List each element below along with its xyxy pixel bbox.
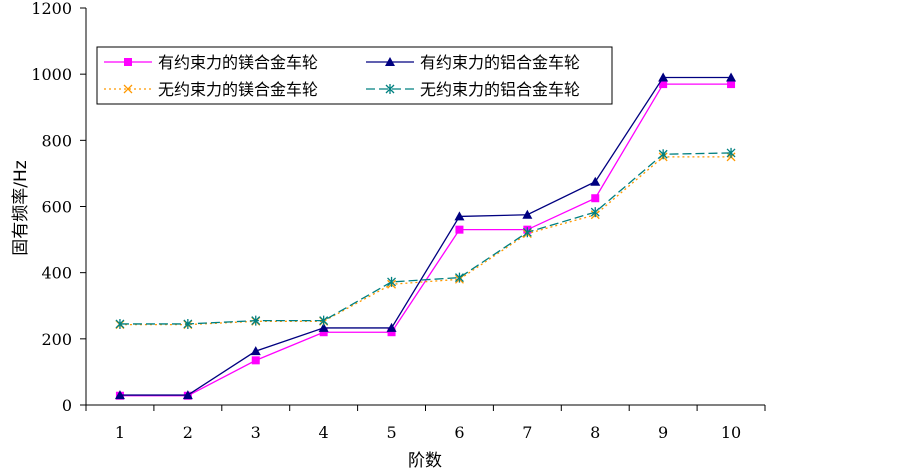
- data-point: [658, 149, 668, 160]
- y-axis-title: 固有频率/Hz: [11, 160, 31, 256]
- series-line: [119, 152, 732, 325]
- legend-label: 有约束力的镁合金车轮: [158, 53, 318, 72]
- series-2: [114, 72, 737, 400]
- legend-label: 无约束力的铝合金车轮: [420, 80, 580, 99]
- data-point: [182, 390, 193, 400]
- series-line: [119, 76, 732, 396]
- data-point: [455, 225, 464, 234]
- data-point: [591, 194, 600, 203]
- data-point: [726, 147, 736, 158]
- x-tick-label: 3: [251, 423, 261, 442]
- x-tick-label: 6: [454, 423, 464, 442]
- data-point: [590, 207, 600, 218]
- data-point: [522, 209, 533, 219]
- data-point: [726, 72, 737, 82]
- legend-label: 有约束力的铝合金车轮: [420, 53, 580, 72]
- x-ticks: 1 2 3 4 5 6 7 8 9 10: [85, 405, 766, 442]
- x-tick-label: 7: [522, 423, 532, 442]
- data-point: [454, 211, 465, 221]
- series-layer: [114, 72, 737, 400]
- data-point: [659, 80, 668, 89]
- data-point: [522, 227, 532, 238]
- y-ticks: 0 200 400 600 800 1000 1200: [31, 0, 86, 415]
- legend-entry: 有约束力的镁合金车轮: [104, 53, 318, 72]
- data-point: [251, 315, 261, 326]
- data-point: [454, 272, 464, 283]
- series-1: [115, 80, 736, 400]
- y-tick-label: 200: [41, 330, 72, 349]
- data-point: [251, 356, 260, 365]
- x-tick-label: 8: [590, 423, 600, 442]
- legend-entry: 有约束力的铝合金车轮: [366, 53, 580, 72]
- x-tick-label: 10: [721, 423, 741, 442]
- data-point: [114, 390, 125, 400]
- legend-box: [96, 46, 613, 105]
- x-tick-label: 2: [183, 423, 193, 442]
- data-point: [319, 315, 329, 326]
- y-tick-label: 1200: [31, 0, 72, 18]
- data-point: [115, 318, 125, 329]
- series-line: [119, 156, 732, 326]
- x-tick-label: 9: [658, 423, 668, 442]
- x-axis-title: 阶数: [408, 451, 442, 471]
- series-3: [115, 152, 736, 330]
- data-point: [318, 322, 329, 332]
- legend-entry: 无约束力的铝合金车轮: [366, 80, 580, 99]
- legend-marker: [124, 58, 132, 66]
- data-point: [658, 72, 669, 82]
- data-point: [727, 80, 736, 89]
- x-tick-label: 4: [319, 423, 329, 442]
- data-point: [386, 322, 397, 332]
- legend-marker: [385, 57, 395, 66]
- legend-label: 无约束力的镁合金车轮: [158, 80, 318, 99]
- y-tick-label: 1000: [31, 65, 72, 84]
- legend-entry: 无约束力的镁合金车轮: [104, 80, 318, 99]
- series-4: [115, 147, 736, 329]
- y-tick-label: 400: [41, 264, 72, 283]
- y-tick-label: 0: [62, 396, 72, 415]
- legend-marker: [385, 84, 395, 94]
- data-point: [387, 328, 396, 337]
- data-point: [250, 346, 261, 356]
- series-line: [119, 83, 732, 397]
- data-point: [319, 328, 328, 337]
- data-point: [590, 176, 601, 186]
- x-tick-label: 5: [386, 423, 396, 442]
- legend-marker: [123, 84, 133, 94]
- data-point: [387, 276, 397, 287]
- data-point: [183, 318, 193, 329]
- y-tick-label: 600: [41, 198, 72, 217]
- y-tick-label: 800: [41, 131, 72, 150]
- x-tick-label: 1: [115, 423, 125, 442]
